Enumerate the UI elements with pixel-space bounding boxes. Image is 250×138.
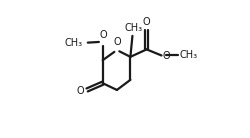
Text: CH₃: CH₃ xyxy=(124,23,142,33)
Text: O: O xyxy=(76,86,84,96)
Text: O: O xyxy=(100,30,107,40)
Text: CH₃: CH₃ xyxy=(65,38,83,48)
Text: CH₃: CH₃ xyxy=(179,51,197,60)
Text: O: O xyxy=(143,17,150,27)
Text: O: O xyxy=(113,37,121,47)
Text: O: O xyxy=(162,51,170,61)
